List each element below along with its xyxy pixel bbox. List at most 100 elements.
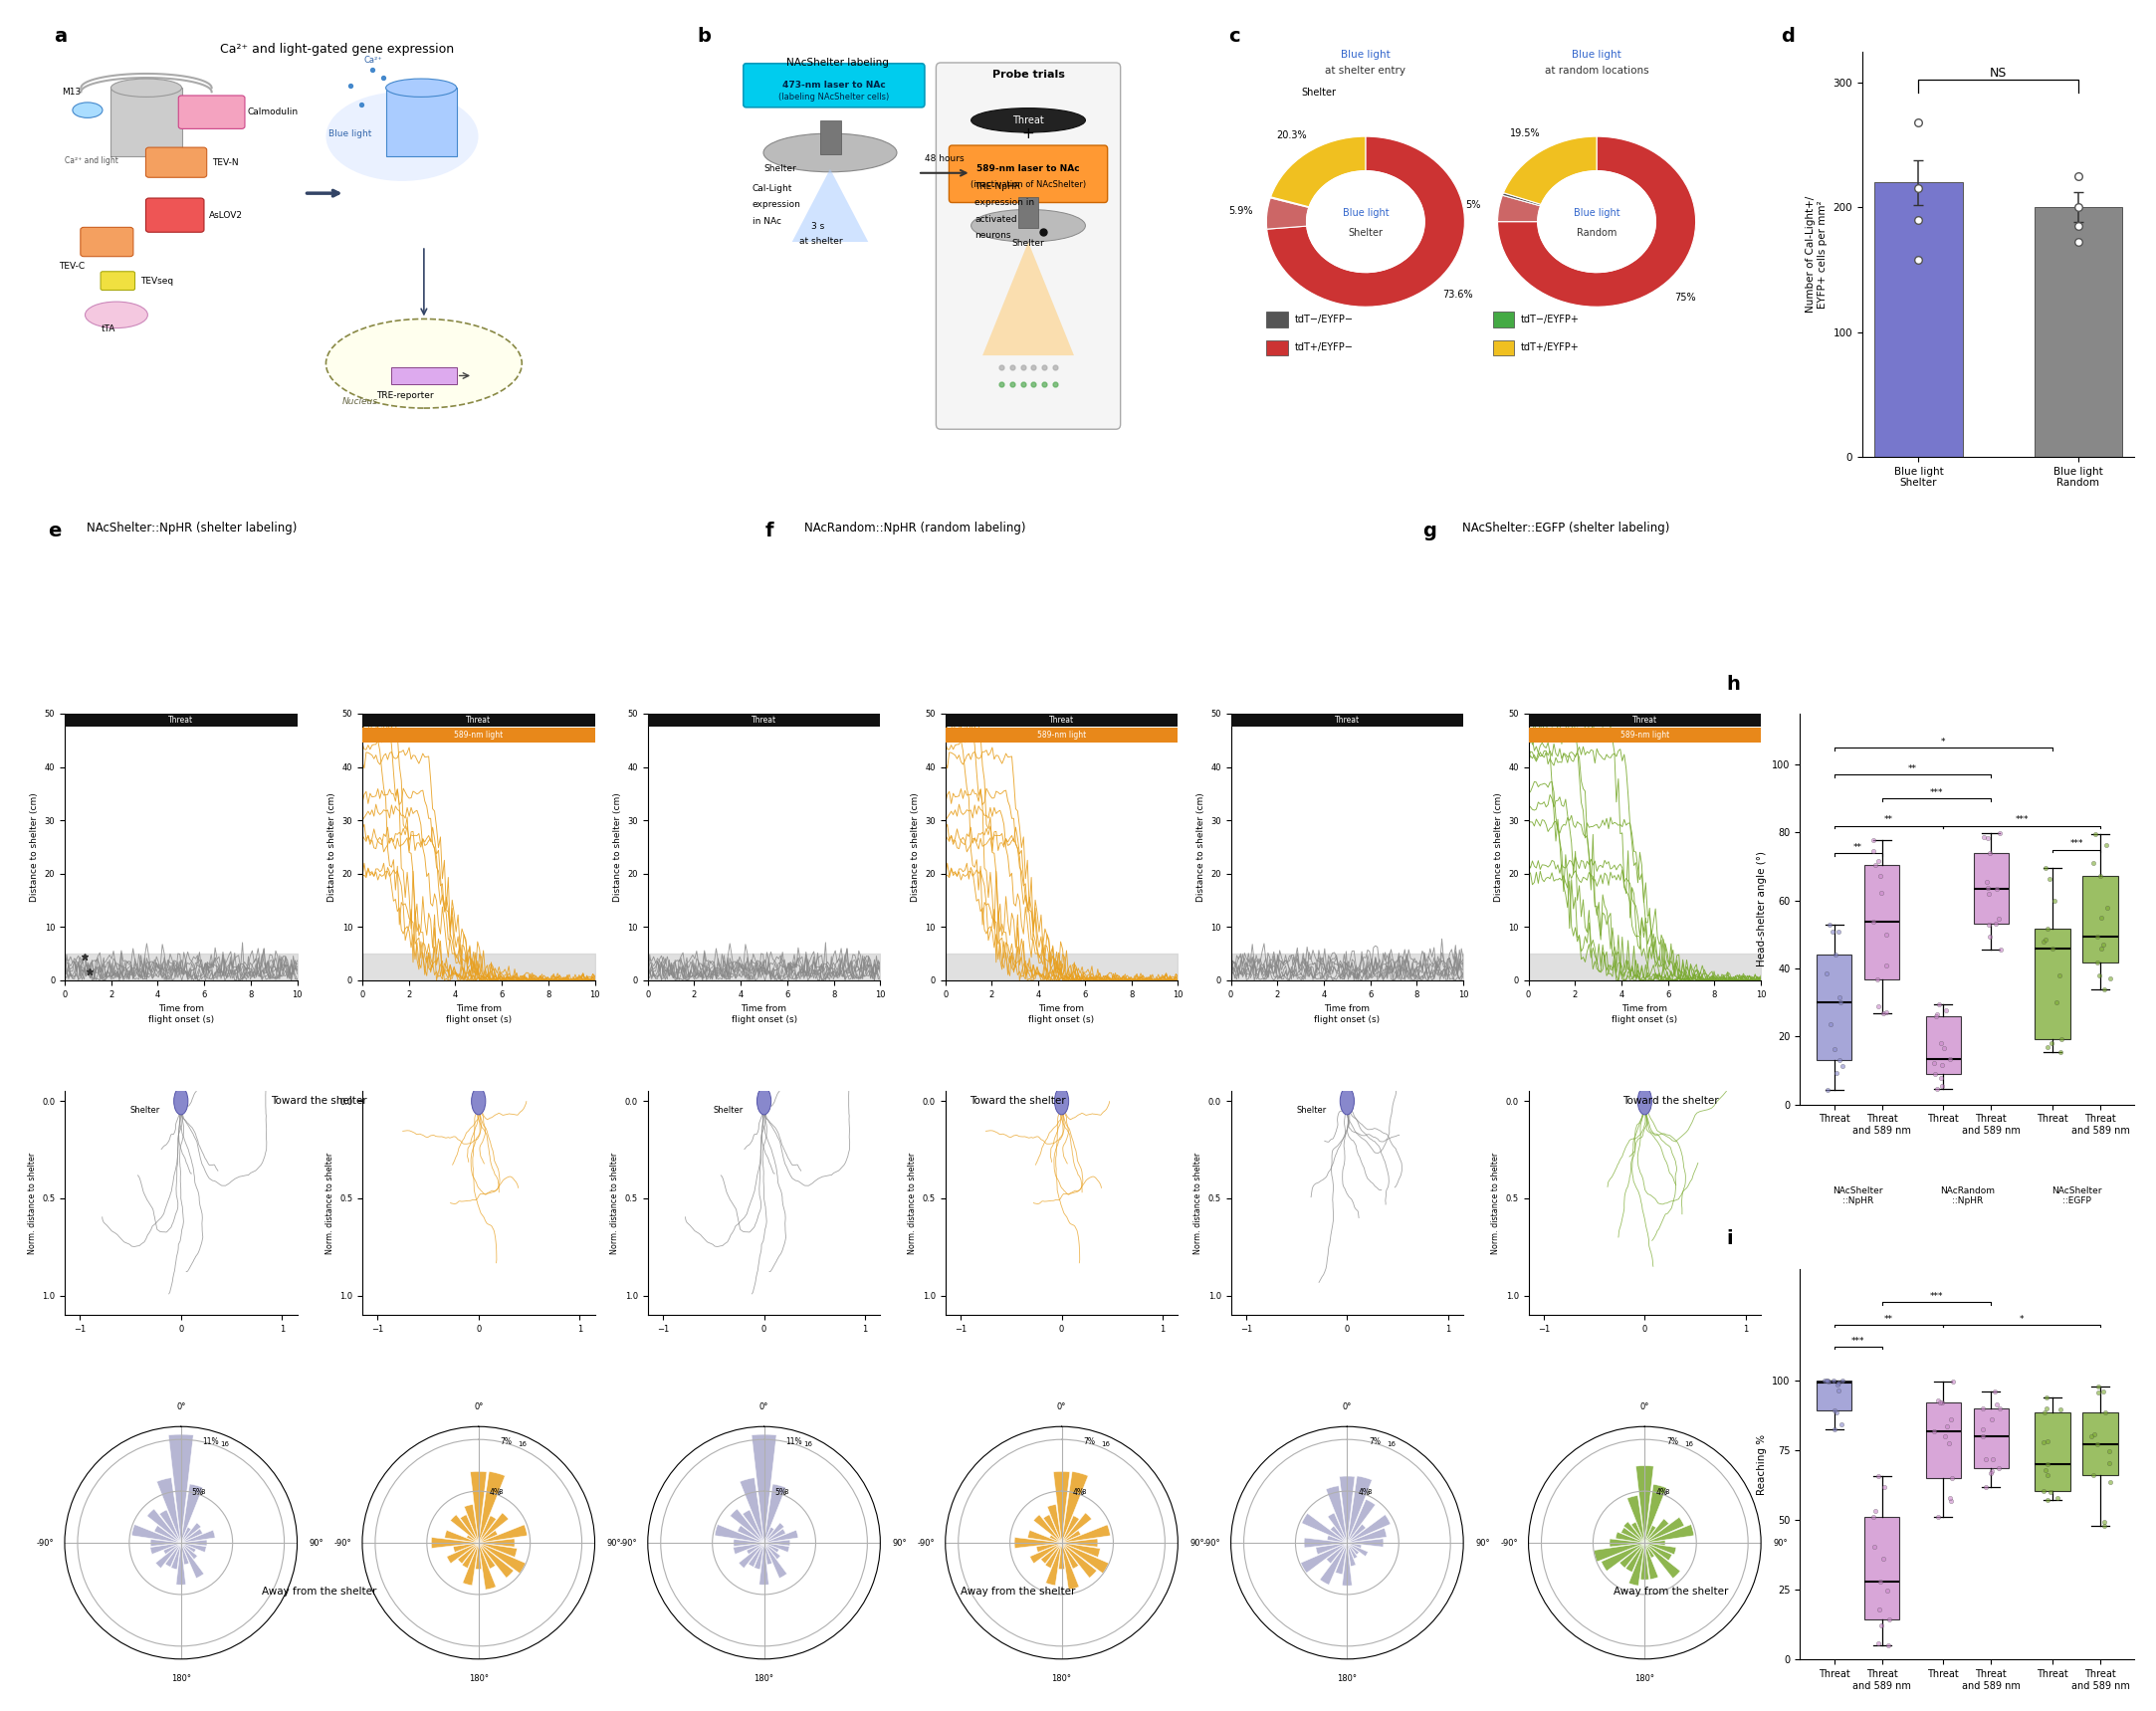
Text: NAcShelter labeling: NAcShelter labeling [787,58,888,67]
Bar [155,1526,181,1543]
Point [2093,1468,2128,1495]
Text: Toward the shelter: Toward the shelter [272,1095,367,1105]
Point [1981,1394,2016,1422]
Bar [181,1543,198,1559]
Bar [2035,207,2122,457]
Bar [763,1523,785,1543]
Point [1811,1369,1846,1396]
Text: **: ** [1884,816,1893,825]
Point [1824,1412,1858,1439]
Text: g: g [1423,522,1436,541]
Bar [181,1543,190,1564]
Text: 20.3%: 20.3% [1276,130,1307,140]
Point [2087,1509,2122,1536]
Point [1861,1631,1895,1658]
Point [1917,1049,1951,1076]
Bar [181,1523,201,1543]
Point [2081,924,2115,951]
Bar [160,1509,181,1543]
Circle shape [175,1088,188,1114]
Bar [151,1543,181,1554]
Bar [132,1525,181,1543]
Bar [1623,1521,1645,1543]
Circle shape [1341,1088,1354,1114]
PathPatch shape [1815,955,1852,1061]
Text: at random locations: at random locations [1544,65,1649,75]
Point [2078,821,2113,849]
Point [1820,1398,1854,1425]
X-axis label: Time from
flight onset (s): Time from flight onset (s) [1315,1004,1380,1023]
Bar [453,1543,479,1552]
Text: Threat: Threat [466,715,492,725]
Point [2031,1033,2065,1061]
Bar [390,368,457,383]
Text: Shelter: Shelter [1011,240,1044,248]
Point [1869,921,1904,948]
Bar [1645,1518,1684,1543]
Bar [476,1543,481,1569]
Point [1973,922,2007,950]
Bar [1061,1543,1078,1569]
PathPatch shape [2035,1412,2070,1490]
Point [1815,917,1850,944]
Text: NAcShelter
::NpHR: NAcShelter ::NpHR [1833,1186,1882,1206]
Text: activated: activated [975,214,1018,224]
Point [2081,1379,2115,1406]
Text: neurons: neurons [975,231,1011,240]
Point [2029,1456,2063,1483]
Point [1858,1497,1893,1525]
Bar [1061,1530,1080,1543]
Bar [737,1526,763,1543]
Point [1981,820,2016,847]
Point [2027,1477,2061,1504]
FancyBboxPatch shape [744,63,925,108]
Text: Toward the shelter: Toward the shelter [1623,1095,1718,1105]
Bar [479,1513,509,1543]
Point [1811,910,1846,938]
Point [2076,1461,2111,1489]
Bar [446,1543,479,1564]
Bar [1048,1504,1061,1543]
Bar [1302,1513,1348,1543]
Wedge shape [1268,137,1464,306]
Point [1863,879,1897,907]
Bar [65,713,298,727]
FancyBboxPatch shape [147,198,205,233]
Point [1856,909,1891,936]
Bar [181,1543,207,1552]
Text: AsLOV2: AsLOV2 [209,210,244,219]
Text: NAcRandom
::NpHR: NAcRandom ::NpHR [1940,1186,1994,1206]
Bar [157,1478,181,1543]
Y-axis label: Distance to shelter (cm): Distance to shelter (cm) [612,792,621,902]
Text: 73.6%: 73.6% [1442,289,1473,299]
Text: 589-nm light: 589-nm light [1037,731,1087,739]
Bar [1343,1543,1352,1586]
Text: 19.5%: 19.5% [1509,128,1539,139]
Point [2042,962,2076,989]
Point [1923,1064,1958,1092]
Ellipse shape [73,103,103,118]
Bar [1632,1523,1645,1543]
Point [1927,1422,1962,1449]
Text: Ca²⁺ and light-gated gene expression: Ca²⁺ and light-gated gene expression [220,43,455,56]
Bar [1061,1525,1110,1543]
Bar [740,1478,763,1543]
Point [2040,989,2074,1016]
Point [1968,1473,2003,1501]
Point [1936,1369,1971,1396]
Point [2085,1377,2119,1405]
PathPatch shape [1925,1016,1962,1075]
Point [1919,1001,1953,1028]
Point [1930,998,1964,1025]
Y-axis label: Distance to shelter (cm): Distance to shelter (cm) [1197,792,1205,902]
Bar [733,1540,763,1547]
FancyBboxPatch shape [101,272,136,291]
Text: ***: *** [2016,816,2029,825]
Point [1971,879,2005,907]
Point [1919,1075,1953,1102]
Bar [457,1543,479,1564]
Point [2085,931,2119,958]
Point [1861,1463,1895,1490]
Wedge shape [1498,137,1697,306]
Bar [1348,1543,1369,1557]
